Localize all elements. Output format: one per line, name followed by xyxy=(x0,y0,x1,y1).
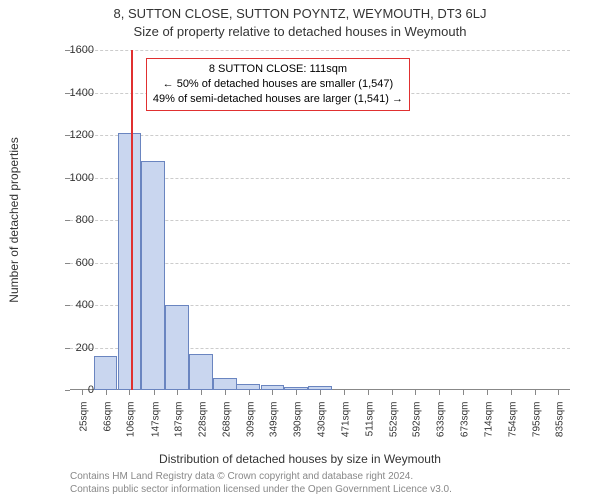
footer-line2: Contains public sector information licen… xyxy=(70,484,452,497)
annotation-line3: 49% of semi-detached houses are larger (… xyxy=(153,92,403,107)
x-tick-label: 714sqm xyxy=(484,402,495,452)
x-tick-mark xyxy=(463,390,464,395)
y-gridline xyxy=(70,135,570,136)
x-tick-mark xyxy=(320,390,321,395)
x-tick-label: 66sqm xyxy=(102,402,113,452)
x-tick-mark xyxy=(129,390,130,395)
x-tick-label: 471sqm xyxy=(341,402,352,452)
x-tick-label: 592sqm xyxy=(412,402,423,452)
reference-line xyxy=(131,50,133,390)
y-tick-label: 1600 xyxy=(54,44,94,56)
x-tick-mark xyxy=(344,390,345,395)
x-tick-label: 25sqm xyxy=(78,402,89,452)
histogram-bar xyxy=(213,378,237,390)
y-tick-label: 200 xyxy=(54,342,94,354)
y-tick-label: 600 xyxy=(54,257,94,269)
x-tick-mark xyxy=(249,390,250,395)
x-tick-label: 552sqm xyxy=(388,402,399,452)
x-tick-mark xyxy=(368,390,369,395)
annotation-box: 8 SUTTON CLOSE: 111sqm← 50% of detached … xyxy=(146,58,410,111)
x-tick-label: 268sqm xyxy=(221,402,232,452)
x-tick-mark xyxy=(106,390,107,395)
y-gridline xyxy=(70,50,570,51)
x-axis-label: Distribution of detached houses by size … xyxy=(0,452,600,466)
x-tick-mark xyxy=(177,390,178,395)
y-tick-label: 1000 xyxy=(54,172,94,184)
x-tick-label: 390sqm xyxy=(293,402,304,452)
x-tick-mark xyxy=(558,390,559,395)
x-tick-label: 228sqm xyxy=(198,402,209,452)
x-tick-mark xyxy=(487,390,488,395)
annotation-line2: ← 50% of detached houses are smaller (1,… xyxy=(153,77,403,92)
x-tick-mark xyxy=(535,390,536,395)
x-tick-mark xyxy=(511,390,512,395)
y-tick-label: 800 xyxy=(54,214,94,226)
histogram-bar xyxy=(165,305,189,390)
histogram-bar xyxy=(118,133,142,390)
chart-title-line2: Size of property relative to detached ho… xyxy=(0,24,600,39)
histogram-bar xyxy=(141,161,165,391)
x-tick-label: 795sqm xyxy=(531,402,542,452)
x-tick-label: 430sqm xyxy=(317,402,328,452)
x-tick-label: 349sqm xyxy=(269,402,280,452)
footer-line1: Contains HM Land Registry data © Crown c… xyxy=(70,471,452,484)
x-tick-mark xyxy=(225,390,226,395)
x-tick-mark xyxy=(154,390,155,395)
x-tick-label: 147sqm xyxy=(150,402,161,452)
x-tick-label: 835sqm xyxy=(555,402,566,452)
histogram-bar xyxy=(94,356,118,390)
x-tick-mark xyxy=(392,390,393,395)
y-axis-label: Number of detached properties xyxy=(7,137,21,302)
x-tick-label: 633sqm xyxy=(436,402,447,452)
x-tick-label: 673sqm xyxy=(459,402,470,452)
x-tick-label: 309sqm xyxy=(245,402,256,452)
x-tick-mark xyxy=(272,390,273,395)
x-tick-mark xyxy=(415,390,416,395)
x-tick-label: 511sqm xyxy=(364,402,375,452)
x-tick-mark xyxy=(439,390,440,395)
footer-attribution: Contains HM Land Registry data © Crown c… xyxy=(70,471,452,496)
chart-title-line1: 8, SUTTON CLOSE, SUTTON POYNTZ, WEYMOUTH… xyxy=(0,6,600,21)
x-tick-label: 754sqm xyxy=(507,402,518,452)
y-tick-label: 1200 xyxy=(54,129,94,141)
annotation-line1: 8 SUTTON CLOSE: 111sqm xyxy=(153,62,403,77)
x-tick-mark xyxy=(201,390,202,395)
histogram-bar xyxy=(189,354,213,390)
y-tick-label: 400 xyxy=(54,299,94,311)
x-tick-label: 106sqm xyxy=(126,402,137,452)
x-tick-mark xyxy=(296,390,297,395)
x-tick-label: 187sqm xyxy=(174,402,185,452)
y-tick-label: 0 xyxy=(54,384,94,396)
y-tick-label: 1400 xyxy=(54,87,94,99)
